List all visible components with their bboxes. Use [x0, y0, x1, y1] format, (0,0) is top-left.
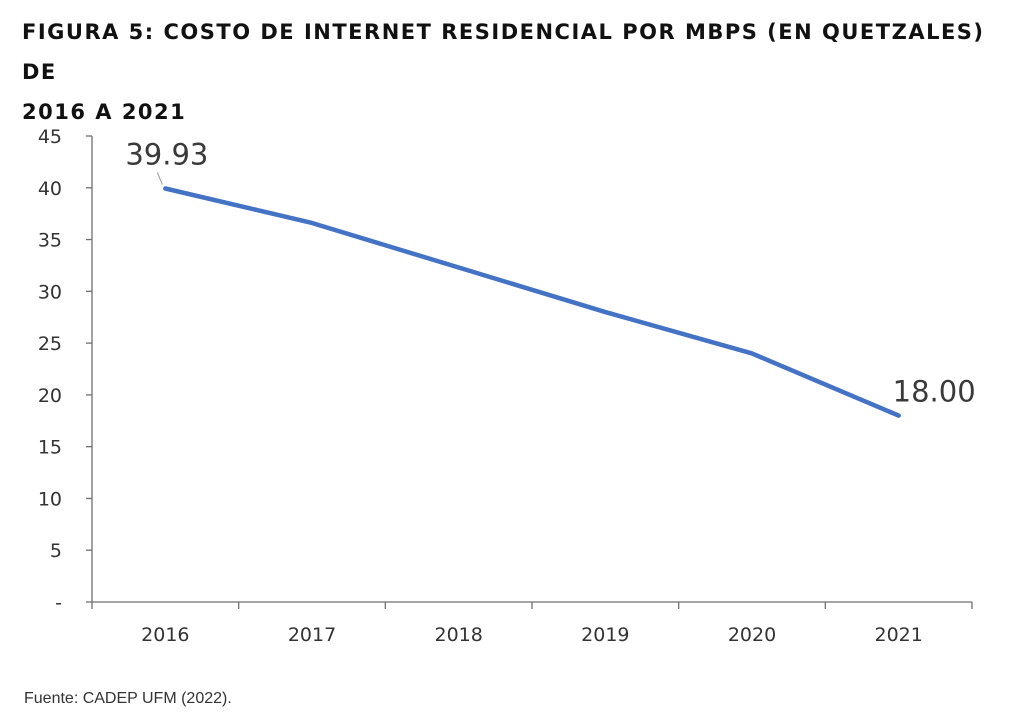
data-label: 18.00	[893, 375, 976, 409]
chart-title-line-1: FIGURA 5: COSTO DE INTERNET RESIDENCIAL …	[22, 20, 985, 84]
y-tick-label: 35	[38, 230, 62, 252]
x-tick-label: 2019	[581, 624, 629, 646]
y-tick-label: 25	[38, 333, 62, 355]
x-tick-label: 2018	[434, 624, 482, 646]
x-tick-label: 2021	[874, 624, 922, 646]
y-tick-label: -	[55, 592, 62, 614]
x-axis-ticks: 2016 2017 2018 2019 2020 2021	[91, 602, 973, 646]
y-axis-ticks: - 5 10 15 20 25 30 35 40 45	[38, 126, 92, 614]
x-tick-label: 2020	[728, 624, 776, 646]
data-label: 39.93	[125, 138, 208, 172]
y-tick-label: 5	[50, 540, 62, 562]
y-tick-label: 40	[38, 178, 62, 200]
x-tick-label: 2017	[288, 624, 336, 646]
source-note: Fuente: CADEP UFM (2022).	[24, 690, 232, 707]
y-tick-label: 15	[38, 437, 62, 459]
chart-series	[163, 186, 901, 418]
chart-title: FIGURA 5: COSTO DE INTERNET RESIDENCIAL …	[22, 12, 997, 132]
data-label-leader	[156, 172, 163, 185]
y-tick-label: 20	[38, 385, 62, 407]
data-labels: 39.93 18.00	[125, 138, 975, 409]
y-tick-label: 10	[38, 488, 62, 510]
y-tick-label: 45	[38, 126, 62, 148]
y-tick-label: 30	[38, 281, 62, 303]
series-line	[163, 186, 901, 418]
chart-title-line-2: 2016 A 2021	[22, 100, 187, 124]
chart-axes	[91, 136, 972, 603]
x-tick-label: 2016	[141, 624, 189, 646]
